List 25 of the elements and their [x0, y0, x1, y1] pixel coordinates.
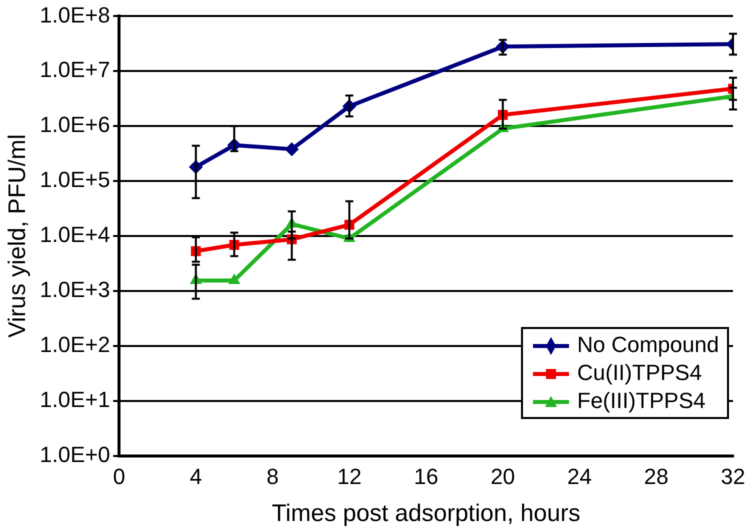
x-tick-label: 24 [567, 464, 592, 490]
x-tick-label: 20 [490, 464, 516, 490]
legend-label: Cu(II)TPPS4 [577, 360, 702, 385]
x-tick-label: 32 [720, 464, 746, 490]
y-tick-label: 1.0E+5 [40, 167, 110, 192]
y-tick-label: 1.0E+6 [40, 112, 110, 138]
y-tick-label: 1.0E+8 [40, 2, 110, 28]
legend-label: Fe(III)TPPS4 [577, 388, 706, 413]
x-tick-label: 8 [266, 464, 279, 490]
point [228, 273, 240, 284]
x-tick-label: 4 [190, 464, 202, 490]
x-axis-title: Times post adsorption, hours [272, 500, 580, 528]
x-tick-label: 16 [414, 464, 438, 490]
y-tick-label: 1.0E+3 [40, 277, 110, 302]
legend-label: No Compound [577, 332, 719, 357]
point [284, 142, 299, 156]
y-tick-label: 1.0E+2 [40, 332, 110, 357]
y-axis-title: Virus yield, PFU/ml [4, 134, 32, 338]
y-tick-label: 1.0E+7 [40, 57, 110, 82]
x-tick-label: 28 [644, 464, 669, 490]
y-tick-label: 1.0E+1 [40, 386, 110, 412]
y-tick-label: 1.0E+0 [40, 442, 110, 467]
x-tick-label: 0 [113, 464, 126, 490]
y-tick-label: 1.0E+4 [40, 222, 110, 248]
x-tick-label: 12 [337, 464, 362, 490]
